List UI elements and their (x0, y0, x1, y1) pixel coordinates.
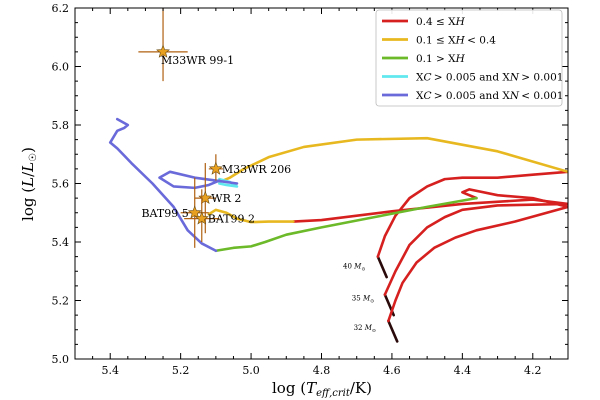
track-35-m-0-1-x-h-0-4 (207, 208, 295, 224)
track-32-m-zams (387, 319, 399, 343)
y-tick-label: 5.4 (52, 236, 70, 249)
x-tick-label: 5.2 (172, 364, 190, 377)
x-tick-label: 4.8 (313, 364, 331, 377)
track-40-m-0-1-x-h-0-4 (218, 136, 568, 184)
x-axis-label: log (Teff,crit/K) (272, 379, 372, 399)
axis-ticks: 5.4 5.2 5.0 4.8 4.6 4.4 4.2 5.0 5.2 5.4 5.6 5.8 6.0 6… (52, 2, 569, 377)
track-label-35-m: 35 M⊙ (352, 295, 375, 305)
star-marker-bat99-5 (187, 205, 202, 219)
star-marker-m33wr-206 (208, 161, 223, 175)
legend-label-1: 0.4 ≤ XH (416, 16, 466, 28)
track-32-m-0-4-x-h (387, 188, 568, 323)
star-label-bat99-2: BAT99 2 (208, 213, 255, 226)
y-tick-label: 5.0 (52, 353, 70, 366)
star-label-bat99-5: BAT99 5 (141, 207, 188, 220)
x-tick-label: 4.2 (524, 364, 542, 377)
tracks-layer: 40 M⊙ 35 M⊙ 32 M⊙ (108, 117, 568, 343)
star-marker-bat99-2 (194, 211, 209, 225)
legend-frame (375, 9, 563, 107)
star-label-m33wr-206: M33WR 206 (222, 163, 291, 176)
y-axis-label: log (L/L☉) (19, 147, 39, 221)
x-tick-label: 4.4 (454, 364, 472, 377)
star-label-m33wr-99-1: M33WR 99-1 (161, 54, 234, 67)
star-marker-wr-2 (198, 190, 213, 205)
y-tick-label: 6.0 (52, 61, 70, 74)
x-tick-label: 5.0 (242, 364, 260, 377)
track-32-m-x-c-0-005-and-x-n-0-001 (108, 117, 218, 253)
y-tick-label: 6.2 (52, 2, 70, 15)
legend-label-3: 0.1 > XH (416, 53, 466, 65)
track-40-m-x-c-0-005-and-x-n-0-001 (158, 170, 239, 190)
x-tick-label: 5.4 (101, 364, 119, 377)
star-marker-m33wr-99-1 (156, 44, 171, 58)
track-40-m-zams (376, 255, 388, 279)
track-label-32-m: 32 M⊙ (354, 324, 377, 334)
legend: 0.4 ≤ XH 0.1 ≤ XH < 0.4 0.1 > XH XC > 0.005… (375, 9, 563, 107)
track-35-m-0-4-x-h (292, 198, 568, 296)
y-tick-label: 5.8 (52, 119, 70, 132)
track-40-m-0-4-x-h (376, 170, 568, 258)
y-tick-label: 5.2 (52, 295, 70, 308)
stars-layer: M33WR 99-1 M33WR 206 WR 2 BAT99 5 BAT99 2 (138, 8, 291, 248)
track-32-m-0-1-x-h (214, 196, 478, 253)
legend-label-5: XC > 0.005 and XN < 0.001 (416, 90, 563, 104)
legend-label-2: 0.1 ≤ XH < 0.4 (416, 35, 496, 49)
star-label-wr-2: WR 2 (211, 192, 241, 205)
x-tick-label: 4.6 (383, 364, 401, 377)
y-tick-label: 5.6 (52, 178, 70, 191)
track-label-40-m: 40 M⊙ (343, 262, 366, 272)
legend-label-4: XC > 0.005 and XN > 0.001 (416, 72, 563, 86)
